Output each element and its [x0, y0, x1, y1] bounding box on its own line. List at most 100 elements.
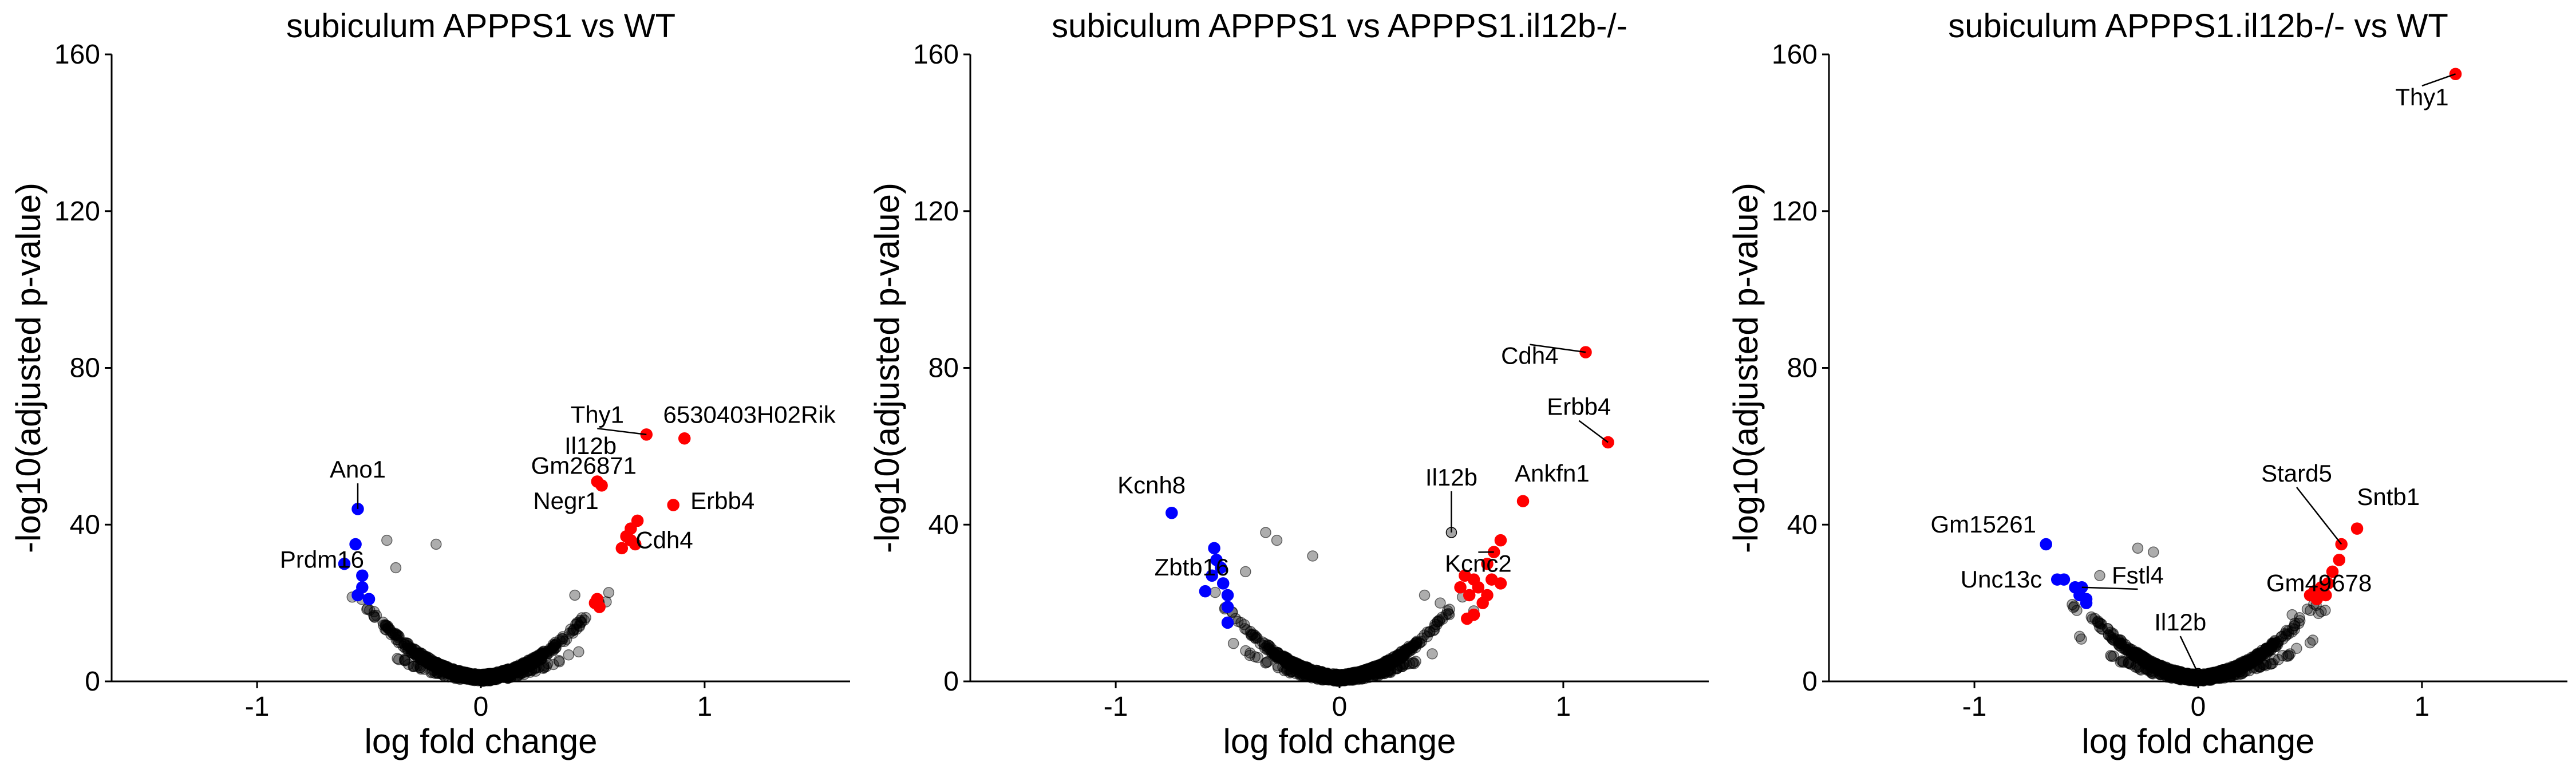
- y-tick-label: 40: [1787, 510, 1818, 540]
- gene-point: [474, 671, 486, 683]
- downregulated-gene-point: [349, 538, 362, 551]
- gene-point: [2094, 617, 2106, 629]
- gene-point: [2271, 637, 2283, 648]
- y-tick-label: 80: [1787, 353, 1818, 384]
- label-connector: [2296, 487, 2342, 545]
- gene-point: [369, 612, 381, 623]
- gene-point: [2132, 542, 2144, 554]
- gene-label: Negr1: [533, 487, 598, 514]
- volcano-panel-1: subiculum APPPS1 vs WT -log10(adjusted p-…: [0, 0, 859, 773]
- gene-label: Prdm16: [280, 546, 364, 573]
- gene-label: Stard5: [2261, 460, 2332, 487]
- gene-label: Erbb4: [690, 487, 754, 514]
- y-tick-label: 80: [929, 353, 959, 384]
- x-tick-label: 1: [2415, 692, 2430, 722]
- y-tick-label: 80: [70, 353, 100, 384]
- gene-point: [2283, 628, 2294, 640]
- gene-point: [413, 648, 425, 659]
- downregulated-gene-point: [351, 589, 364, 602]
- downregulated-gene-point: [1221, 616, 1234, 629]
- gene-label: Gm26871: [531, 452, 637, 479]
- chart-title: subiculum APPPS1 vs APPPS1.il12b-/-: [1052, 7, 1627, 45]
- upregulated-gene-point: [1463, 589, 1476, 602]
- x-tick-label: 1: [1556, 692, 1571, 722]
- x-axis-title: log fold change: [2082, 722, 2315, 760]
- chart-title: subiculum APPPS1 vs WT: [286, 7, 675, 45]
- gene-point: [2316, 606, 2327, 617]
- gene-point: [408, 661, 419, 672]
- x-tick-label: -1: [1962, 692, 1987, 722]
- downregulated-gene-point: [338, 557, 351, 570]
- gene-label: Il12b: [1425, 464, 1477, 491]
- gene-point: [1239, 623, 1251, 634]
- gene-point: [1435, 597, 1446, 609]
- downregulated-gene-point: [362, 593, 376, 606]
- gene-point: [368, 606, 380, 618]
- gene-point: [2085, 611, 2097, 623]
- gene-point: [1361, 665, 1372, 677]
- gene-label: Kcnc2: [1445, 550, 1512, 577]
- volcano-plot-3: subiculum APPPS1.il12b-/- vs WT -log10(ad…: [1726, 7, 2567, 760]
- x-tick-label: 0: [2191, 692, 2206, 722]
- gene-label: Cdh4: [1501, 342, 1558, 369]
- gene-label: Unc13c: [1961, 566, 2042, 593]
- upregulated-gene-point: [1461, 612, 1473, 625]
- gene-point: [1261, 657, 1273, 668]
- gene-point: [430, 538, 442, 550]
- gene-point: [1279, 652, 1291, 664]
- downregulated-gene-point: [1165, 506, 1178, 519]
- upregulated-gene-point: [625, 534, 637, 547]
- volcano-plot-2: subiculum APPPS1 vs APPPS1.il12b-/- -log1…: [868, 7, 1709, 760]
- gene-point: [506, 667, 518, 679]
- gene-point: [1419, 589, 1431, 601]
- x-tick-label: 0: [473, 692, 489, 722]
- points-layer: [2040, 68, 2462, 687]
- gene-point: [1338, 673, 1349, 685]
- gene-label: Fstl4: [2112, 562, 2164, 589]
- gene-point: [2231, 661, 2243, 673]
- gene-point: [381, 534, 393, 546]
- gene-label: Zbtb16: [1155, 554, 1230, 581]
- x-tick-label: 0: [1332, 692, 1348, 722]
- gene-point: [2148, 546, 2159, 558]
- gene-point: [438, 660, 450, 672]
- upregulated-gene-point: [1454, 581, 1467, 594]
- upregulated-gene-point: [667, 499, 679, 511]
- downregulated-gene-point: [1199, 585, 1212, 598]
- gene-point: [1244, 647, 1256, 659]
- upregulated-gene-point: [591, 593, 604, 606]
- gene-point: [1227, 638, 1239, 649]
- gene-point: [380, 620, 392, 631]
- upregulated-gene-point: [678, 432, 691, 445]
- gene-label: Gm49678: [2266, 570, 2372, 597]
- gene-point: [1433, 614, 1445, 626]
- gene-point: [554, 656, 565, 668]
- y-axis-title: -log10(adjusted p-value): [868, 183, 906, 553]
- upregulated-gene-point: [1494, 577, 1507, 590]
- gene-point: [368, 610, 380, 621]
- y-tick-label: 40: [70, 510, 100, 540]
- gene-point: [2208, 667, 2219, 679]
- upregulated-gene-point: [631, 514, 644, 527]
- gene-point: [2304, 637, 2316, 649]
- gene-point: [1301, 662, 1313, 673]
- gene-point: [2124, 643, 2136, 655]
- x-axis-title: log fold change: [1223, 722, 1456, 760]
- y-axis-title: -log10(adjusted p-value): [1726, 183, 1765, 553]
- gene-point: [563, 649, 575, 661]
- gene-point: [575, 617, 587, 628]
- volcano-plot-1: subiculum APPPS1 vs WT -log10(adjusted p-…: [9, 7, 850, 760]
- y-tick-label: 0: [1802, 666, 1818, 697]
- gene-point: [556, 633, 568, 644]
- gene-point: [458, 666, 469, 677]
- gene-point: [2125, 658, 2137, 670]
- gene-point: [393, 637, 405, 649]
- gene-label: Sntb1: [2357, 483, 2420, 510]
- y-tick-label: 160: [913, 40, 959, 70]
- gene-point: [508, 666, 520, 677]
- points-layer: [338, 428, 691, 687]
- gene-point: [538, 661, 550, 673]
- volcano-panel-2: subiculum APPPS1 vs APPPS1.il12b-/- -log1…: [859, 0, 1717, 773]
- upregulated-gene-point: [2333, 554, 2346, 566]
